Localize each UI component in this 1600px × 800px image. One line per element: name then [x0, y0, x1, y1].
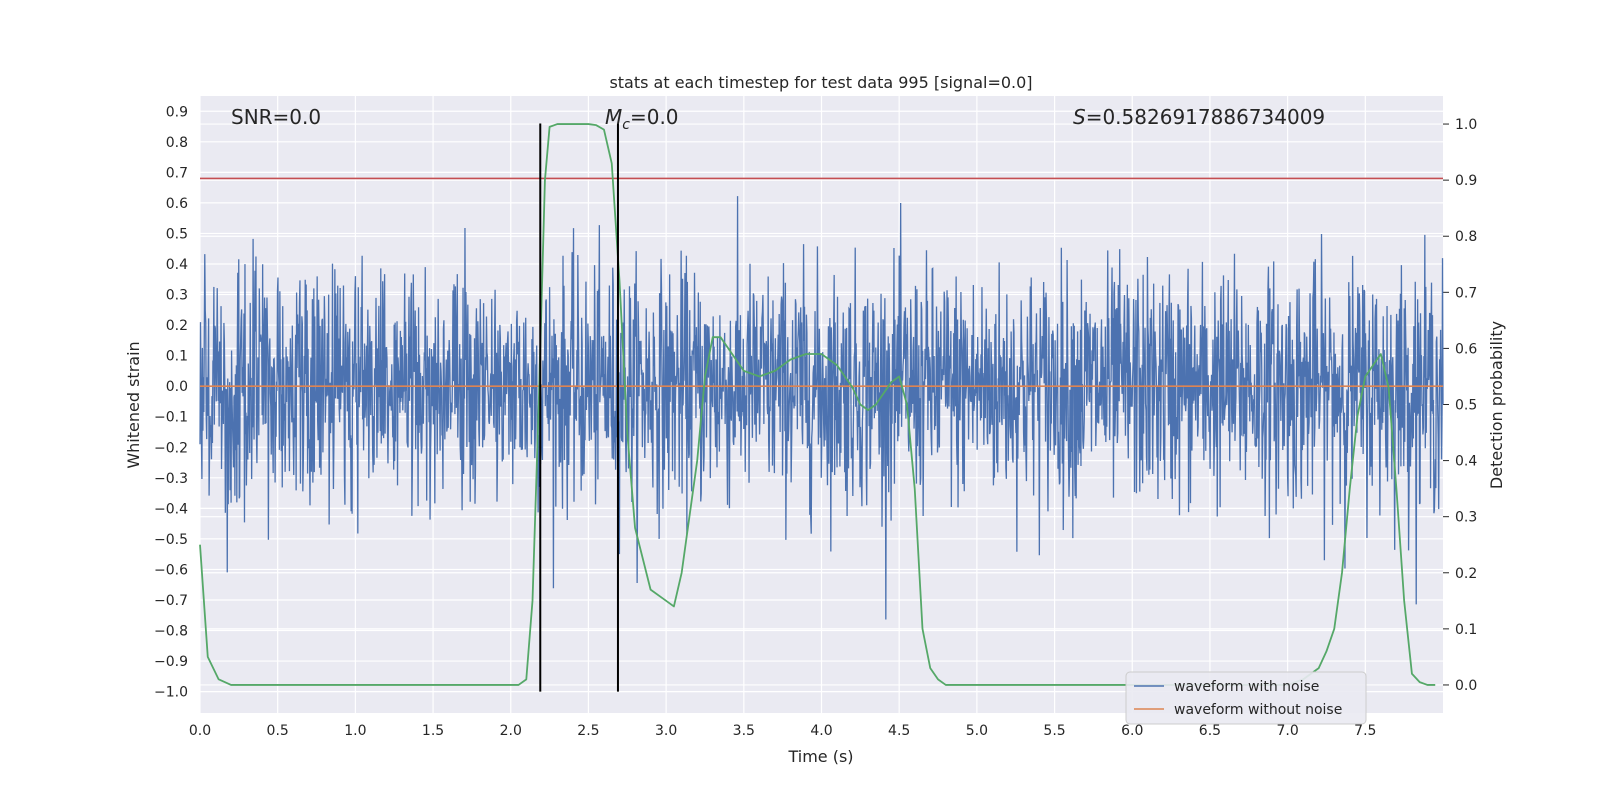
y-left-tick-label: 0.8	[166, 135, 188, 151]
y-left-tick-label: 0.1	[166, 349, 188, 365]
x-axis-label: Time (s)	[787, 747, 853, 766]
y-right-tick-label: 0.9	[1455, 173, 1477, 189]
legend: waveform with noise waveform without noi…	[1125, 671, 1367, 725]
y-left-axis-label: Whitened strain	[124, 341, 143, 468]
noise-waveform	[199, 196, 1444, 620]
y-left-tick-label: 0.2	[166, 318, 188, 334]
x-tick-label: 4.0	[810, 723, 832, 739]
y-left-tick-label: 0.9	[166, 104, 188, 120]
s-annotation: S=0.5826917886734009	[1073, 105, 1325, 129]
y-left-tick-label: −0.6	[154, 562, 188, 578]
y-left-tick-label: 0.0	[166, 379, 188, 395]
noise-waveform-line	[199, 196, 1444, 620]
x-tick-label: 7.5	[1354, 723, 1376, 739]
x-tick-label: 1.0	[344, 723, 366, 739]
y-left-tick-label: −0.7	[154, 593, 188, 609]
y-left-tick-label: −0.1	[154, 410, 188, 426]
y-right-tick-label: 0.1	[1455, 622, 1477, 638]
y-right-tick-label: 0.5	[1455, 398, 1477, 414]
legend-label-noise: waveform with noise	[1174, 679, 1319, 695]
x-tick-label: 6.5	[1199, 723, 1221, 739]
y-right-tick-label: 0.2	[1455, 566, 1477, 582]
y-left-tick-label: 0.6	[166, 196, 188, 212]
detection-probability-line	[199, 123, 1436, 686]
y-left-tick-label: −0.8	[154, 624, 188, 640]
x-tick-label: 1.5	[422, 723, 444, 739]
x-tick-label: 4.5	[888, 723, 910, 739]
y-left-tick-label: 0.7	[166, 165, 188, 181]
legend-box	[1125, 671, 1367, 725]
y-left-tick-label: 0.5	[166, 226, 188, 242]
y-left-tick-label: −0.5	[154, 532, 188, 548]
y-right-tick-labels: 1.0 0.9 0.8 0.7 0.6 0.5 0.4 0.3 0.2 0.1 0.0	[1455, 117, 1477, 694]
y-left-tick-label: 0.4	[166, 257, 188, 273]
x-tick-label: 5.0	[966, 723, 988, 739]
mc-annotation: Mc=0.0	[605, 105, 679, 133]
y-right-tick-label: 0.4	[1455, 454, 1477, 470]
y-right-tick-label: 1.0	[1455, 117, 1477, 133]
y-left-tick-label: 0.3	[166, 288, 188, 304]
x-tick-label: 5.5	[1043, 723, 1065, 739]
y-left-tick-label: −1.0	[154, 685, 188, 701]
y-right-tick-label: 0.3	[1455, 510, 1477, 526]
y-right-tick-label: 0.6	[1455, 341, 1477, 357]
x-tick-labels: 0.0 0.5 1.0 1.5 2.0 2.5 3.0 3.5 4.0 4.5 5.0 5.5 6.0 6…	[189, 723, 1377, 739]
x-tick-label: 2.0	[500, 723, 522, 739]
snr-annotation: SNR=0.0	[231, 105, 321, 129]
x-tick-label: 3.0	[655, 723, 677, 739]
y-right-tick-label: 0.7	[1455, 285, 1477, 301]
y-left-tick-labels: 0.9 0.8 0.7 0.6 0.5 0.4 0.3 0.2 0.1 0.0 −0.1 −0.2 −0…	[154, 104, 188, 700]
y-right-axis-label: Detection probability	[1487, 321, 1506, 489]
x-tick-label: 0.5	[267, 723, 289, 739]
y-left-tick-label: −0.4	[154, 501, 188, 517]
legend-label-clean: waveform without noise	[1174, 702, 1342, 718]
y-left-tick-label: −0.2	[154, 440, 188, 456]
y-left-tick-label: −0.3	[154, 471, 188, 487]
x-tick-label: 3.5	[733, 723, 755, 739]
x-tick-label: 2.5	[577, 723, 599, 739]
x-tick-label: 0.0	[189, 723, 211, 739]
x-tick-label: 6.0	[1121, 723, 1143, 739]
y-right-tick-label: 0.0	[1455, 678, 1477, 694]
chart-title: stats at each timestep for test data 995…	[609, 73, 1032, 92]
y-left-tick-label: −0.9	[154, 654, 188, 670]
y-right-tick-label: 0.8	[1455, 229, 1477, 245]
x-tick-label: 7.0	[1276, 723, 1298, 739]
series-lines	[199, 123, 1443, 692]
